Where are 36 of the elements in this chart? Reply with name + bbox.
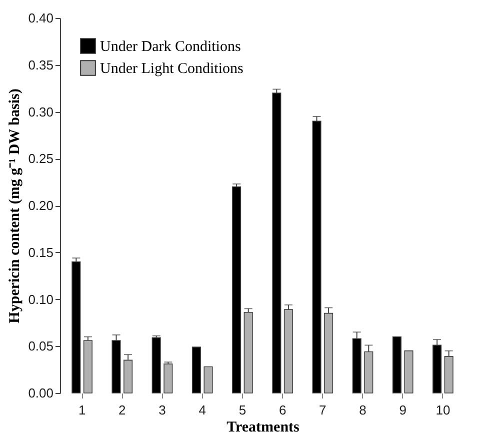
bar xyxy=(392,336,402,394)
x-tick-label: 8 xyxy=(359,402,366,418)
x-tick-label: 3 xyxy=(158,402,166,418)
y-tick-label: 0.20 xyxy=(28,198,54,213)
x-tick-label: 6 xyxy=(278,402,286,418)
legend-label: Under Dark Conditions xyxy=(100,39,241,55)
y-axis-title: Hypericin content (mg g⁻¹ DW basis) xyxy=(7,88,24,324)
bar xyxy=(192,346,201,394)
bar xyxy=(72,261,81,394)
y-tick-label: 0.05 xyxy=(28,338,54,354)
bar xyxy=(204,366,213,394)
bar xyxy=(152,337,161,394)
bar xyxy=(244,312,253,394)
x-axis-title: Treatments xyxy=(226,420,300,436)
x-tick-label: 1 xyxy=(78,402,86,418)
x-tick-label: 2 xyxy=(118,402,126,418)
y-tick-label: 0.15 xyxy=(28,244,54,260)
x-tick-label: 4 xyxy=(198,402,206,418)
y-tick-label: 0.40 xyxy=(28,10,54,26)
bar xyxy=(83,340,92,394)
y-tick-label: 0.35 xyxy=(28,57,54,72)
legend-label: Under Light Conditions xyxy=(100,61,244,77)
bar xyxy=(404,350,414,394)
x-tick-label: 9 xyxy=(399,402,406,418)
y-tick-label: 0.25 xyxy=(28,151,54,166)
bar xyxy=(272,92,282,394)
y-tick-label: 0.30 xyxy=(28,104,54,120)
y-tick-label: 0.10 xyxy=(28,292,54,307)
bar xyxy=(312,120,322,394)
bar xyxy=(164,364,173,394)
x-tick-label: 10 xyxy=(436,402,450,418)
y-tick-label: 0.00 xyxy=(28,386,54,400)
x-tick-label: 7 xyxy=(319,402,326,418)
bar xyxy=(232,186,242,394)
bar xyxy=(284,309,293,394)
x-tick-label: 5 xyxy=(238,402,246,418)
